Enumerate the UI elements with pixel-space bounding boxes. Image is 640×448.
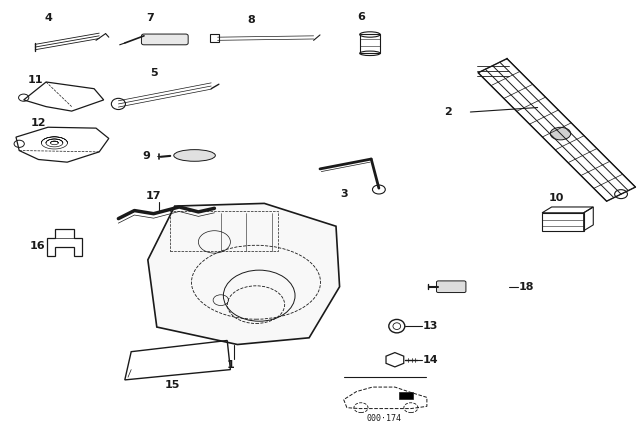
Bar [542, 213, 584, 231]
Text: 15: 15 [165, 380, 180, 390]
Text: 8: 8 [248, 15, 255, 25]
Text: 1: 1 [227, 360, 234, 370]
Bar [360, 34, 380, 53]
Text: 12: 12 [31, 118, 46, 128]
Text: 17: 17 [146, 191, 161, 201]
Ellipse shape [550, 127, 571, 140]
Text: 11: 11 [28, 75, 43, 85]
Text: 18: 18 [519, 282, 534, 292]
Bar [170, 211, 278, 251]
Text: 7: 7 [147, 13, 154, 23]
Text: 9: 9 [143, 151, 150, 161]
FancyBboxPatch shape [436, 281, 466, 293]
Bar [399, 392, 413, 399]
Text: 2: 2 [444, 107, 452, 117]
Text: 5: 5 [150, 68, 157, 78]
Text: 6: 6 [358, 12, 365, 22]
Text: 3: 3 [340, 189, 348, 199]
Text: 13: 13 [422, 321, 438, 331]
Text: 000·174: 000·174 [367, 414, 401, 423]
Text: 4: 4 [44, 13, 52, 23]
Text: 14: 14 [422, 355, 438, 365]
FancyBboxPatch shape [141, 34, 188, 45]
Text: 16: 16 [30, 241, 45, 251]
Polygon shape [148, 203, 340, 345]
Bar [210, 34, 219, 42]
Ellipse shape [174, 150, 216, 161]
Text: 10: 10 [549, 193, 564, 203]
